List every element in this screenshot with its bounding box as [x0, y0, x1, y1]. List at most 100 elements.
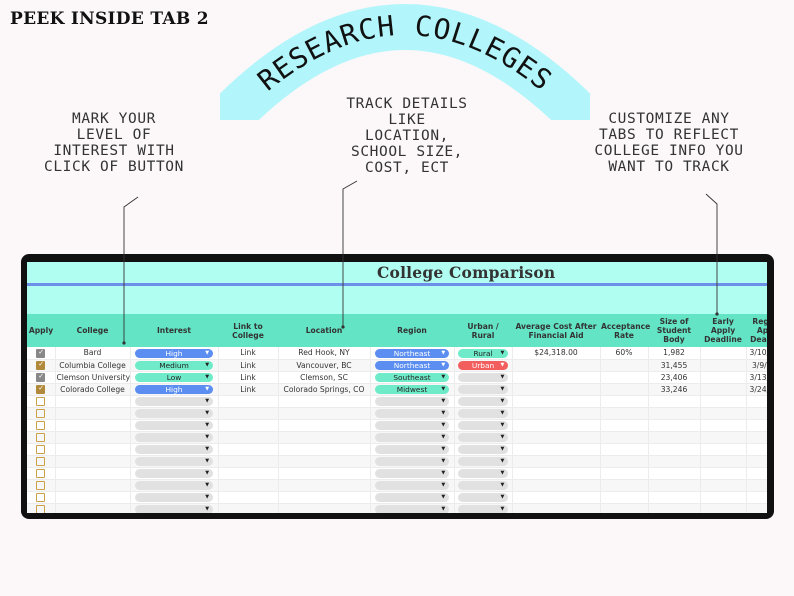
urban-rural-dropdown[interactable]: ▼ — [457, 432, 509, 442]
location-cell — [278, 479, 371, 492]
apply-checkbox[interactable] — [36, 408, 46, 418]
empty-cell — [512, 479, 601, 492]
region-dropdown[interactable]: Midwest ▼ — [374, 384, 450, 394]
urban-rural-cell: Rural ▼ — [454, 347, 513, 360]
region-dropdown[interactable]: Northeast ▼ — [374, 348, 450, 358]
interest-dropdown[interactable]: Medium ▼ — [134, 360, 214, 370]
region-dropdown[interactable]: Southeast ▼ — [374, 372, 450, 382]
table-row-empty: ▼ ▼ ▼ — [27, 431, 767, 444]
interest-cell: ▼ — [130, 455, 219, 468]
college-cell: Colorado College — [55, 383, 131, 396]
urban-rural-dropdown[interactable]: ▼ — [457, 456, 509, 466]
empty-cell — [600, 491, 649, 504]
apply-checkbox[interactable] — [36, 468, 46, 478]
apply-checkbox[interactable] — [36, 348, 46, 358]
college-link[interactable]: Link — [218, 347, 279, 360]
callout-line: TRACK DETAILS — [346, 96, 468, 112]
column-header: Apply — [27, 314, 55, 347]
apply-checkbox[interactable] — [36, 492, 46, 502]
region-dropdown[interactable]: ▼ — [374, 492, 450, 502]
urban-rural-dropdown[interactable]: ▼ — [457, 420, 509, 430]
interest-dropdown[interactable]: ▼ — [134, 408, 214, 418]
interest-dropdown[interactable]: ▼ — [134, 444, 214, 454]
region-dropdown[interactable]: ▼ — [374, 444, 450, 454]
empty-cell — [746, 419, 767, 432]
interest-dropdown[interactable]: Low ▼ — [134, 372, 214, 382]
region-cell: Northeast ▼ — [370, 347, 455, 360]
empty-cell — [746, 431, 767, 444]
apply-checkbox[interactable] — [36, 480, 46, 490]
urban-rural-dropdown[interactable]: ▼ — [457, 504, 509, 513]
region-dropdown[interactable]: Northeast ▼ — [374, 360, 450, 370]
table-row-empty: ▼ ▼ ▼ — [27, 479, 767, 492]
apply-checkbox[interactable] — [36, 432, 46, 442]
dropdown-caret-icon: ▼ — [205, 385, 210, 392]
empty-cell — [648, 431, 701, 444]
interest-dropdown-value: Low — [166, 372, 182, 382]
link-cell — [218, 419, 279, 432]
interest-cell: ▼ — [130, 443, 219, 456]
urban-rural-cell: ▼ — [454, 467, 513, 480]
urban-rural-dropdown[interactable]: Rural ▼ — [457, 348, 509, 358]
urban-rural-dropdown[interactable]: ▼ — [457, 492, 509, 502]
urban-rural-dropdown[interactable]: ▼ — [457, 480, 509, 490]
region-cell: ▼ — [370, 407, 455, 420]
college-link[interactable]: Link — [218, 371, 279, 384]
region-dropdown[interactable]: ▼ — [374, 420, 450, 430]
college-link[interactable]: Link — [218, 359, 279, 372]
region-dropdown[interactable]: ▼ — [374, 480, 450, 490]
column-header: Location — [278, 314, 370, 347]
apply-checkbox[interactable] — [36, 420, 46, 430]
location-cell — [278, 503, 371, 513]
early-deadline-cell — [700, 359, 747, 372]
region-dropdown-value: Northeast — [393, 348, 431, 358]
interest-cell: ▼ — [130, 419, 219, 432]
interest-dropdown[interactable]: High ▼ — [134, 348, 214, 358]
region-dropdown[interactable]: ▼ — [374, 456, 450, 466]
urban-rural-dropdown[interactable]: ▼ — [457, 372, 509, 382]
region-dropdown[interactable]: ▼ — [374, 432, 450, 442]
region-cell: ▼ — [370, 431, 455, 444]
apply-checkbox[interactable] — [36, 360, 46, 370]
region-dropdown-value: Northeast — [393, 360, 431, 370]
urban-rural-dropdown[interactable]: ▼ — [457, 408, 509, 418]
column-header: Link to College — [218, 314, 278, 347]
interest-dropdown[interactable]: ▼ — [134, 480, 214, 490]
interest-dropdown[interactable]: ▼ — [134, 432, 214, 442]
apply-checkbox[interactable] — [36, 396, 46, 406]
region-dropdown[interactable]: ▼ — [374, 396, 450, 406]
urban-rural-dropdown[interactable]: ▼ — [457, 396, 509, 406]
interest-dropdown[interactable]: ▼ — [134, 396, 214, 406]
interest-dropdown[interactable]: ▼ — [134, 468, 214, 478]
college-cell — [55, 455, 131, 468]
interest-dropdown[interactable]: ▼ — [134, 456, 214, 466]
region-dropdown[interactable]: ▼ — [374, 468, 450, 478]
empty-cell — [648, 479, 701, 492]
interest-dropdown[interactable]: ▼ — [134, 420, 214, 430]
urban-rural-dropdown[interactable]: Urban ▼ — [457, 360, 509, 370]
interest-dropdown[interactable]: ▼ — [134, 504, 214, 513]
apply-checkbox[interactable] — [36, 504, 46, 513]
urban-rural-dropdown[interactable]: ▼ — [457, 384, 509, 394]
apply-checkbox[interactable] — [36, 456, 46, 466]
apply-checkbox[interactable] — [36, 372, 46, 382]
region-dropdown-value: Southeast — [393, 372, 431, 382]
apply-checkbox[interactable] — [36, 384, 46, 394]
college-link[interactable]: Link — [218, 383, 279, 396]
region-cell: ▼ — [370, 503, 455, 513]
region-dropdown[interactable]: ▼ — [374, 408, 450, 418]
interest-dropdown[interactable]: ▼ — [134, 492, 214, 502]
urban-rural-dropdown[interactable]: ▼ — [457, 444, 509, 454]
urban-rural-dropdown[interactable]: ▼ — [457, 468, 509, 478]
dropdown-caret-icon: ▼ — [441, 361, 446, 368]
dropdown-caret-icon: ▼ — [500, 481, 505, 488]
region-dropdown[interactable]: ▼ — [374, 504, 450, 513]
interest-dropdown[interactable]: High ▼ — [134, 384, 214, 394]
interest-cell: Low ▼ — [130, 371, 219, 384]
dropdown-caret-icon: ▼ — [441, 397, 446, 404]
empty-cell — [700, 467, 747, 480]
location-cell: Colorado Springs, CO — [278, 383, 371, 396]
apply-checkbox[interactable] — [36, 444, 46, 454]
empty-cell — [600, 467, 649, 480]
